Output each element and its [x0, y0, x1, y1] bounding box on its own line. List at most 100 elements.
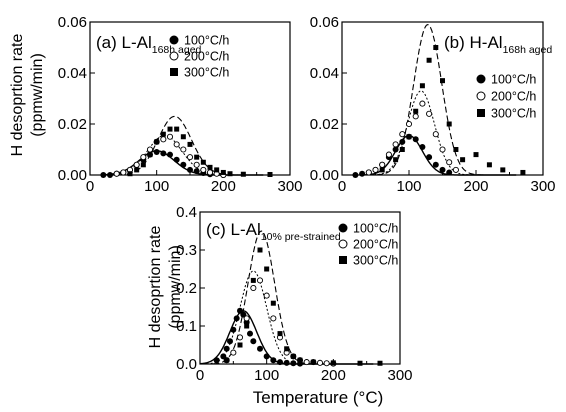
data-point: [187, 166, 193, 173]
x-tick-label: 300: [530, 178, 555, 195]
legend-label: 100°C/h: [184, 34, 229, 48]
y-axis-label-bottom-line1: H desoprtion rate: [147, 226, 164, 349]
data-point: [277, 359, 283, 366]
data-point: [352, 172, 359, 178]
data-point: [160, 150, 167, 157]
data-point: [520, 169, 526, 175]
y-tick-label: 0.2: [176, 280, 197, 297]
data-point: [207, 164, 213, 170]
data-point: [256, 277, 264, 284]
data-point: [277, 331, 283, 337]
data-point: [439, 166, 446, 173]
data-point: [433, 45, 439, 50]
data-point: [452, 166, 459, 173]
data-point: [160, 131, 166, 137]
data-point: [263, 292, 270, 299]
data-point: [399, 147, 405, 152]
data-point: [100, 172, 107, 178]
data-point: [230, 349, 237, 356]
data-point: [153, 149, 160, 156]
data-point: [412, 113, 419, 120]
data-point: [187, 141, 193, 147]
data-point: [166, 133, 174, 140]
panel-c: 0 100 200 300 0.0 0.1 0.2 0.3 0.4 (c) L-Al10% pre…: [176, 204, 412, 384]
y-tick-label: 0.04: [58, 65, 87, 82]
data-point: [247, 330, 253, 337]
y-tick-label: 0.06: [58, 14, 87, 31]
data-point: [310, 359, 316, 365]
data-point: [303, 359, 310, 366]
y-tick-label: 0.02: [58, 116, 87, 133]
data-point: [500, 167, 506, 173]
data-point: [330, 360, 336, 366]
data-point: [147, 152, 153, 158]
y-tick-label: 0.3: [176, 242, 197, 259]
data-point: [133, 161, 140, 168]
x-tick-label: 300: [277, 178, 302, 195]
data-point: [426, 110, 433, 117]
y-tick-label: 0.06: [310, 14, 339, 31]
data-point: [180, 146, 187, 153]
data-point: [270, 315, 277, 322]
legend-label: 300°C/h: [184, 66, 229, 80]
data-point: [167, 126, 173, 132]
data-point: [372, 166, 379, 173]
data-point: [224, 357, 230, 363]
x-tick-label: 200: [321, 367, 346, 384]
legend-marker: [169, 35, 179, 45]
y-axis-label-top-line1: H desoprtion rate: [9, 34, 26, 157]
data-point: [220, 169, 226, 175]
legend-label: 200°C/h: [491, 90, 536, 104]
legend-marker: [476, 91, 486, 101]
y-tick-label: 0.4: [176, 204, 197, 221]
x-tick-label: 0: [86, 178, 94, 195]
data-point: [270, 357, 277, 364]
x-axis-label: Temperature (°C): [253, 388, 384, 407]
data-point: [174, 126, 180, 132]
x-tick-label: 300: [387, 367, 412, 384]
data-point: [244, 323, 250, 329]
data-point: [243, 315, 250, 322]
data-point: [412, 136, 419, 143]
y-axis-label-bottom-line2: (ppmw/min): [167, 245, 184, 329]
x-tick-label: 0: [196, 367, 204, 384]
y-tick-label: 0.1: [176, 318, 197, 335]
data-point: [236, 334, 244, 341]
data-point: [154, 139, 160, 145]
panel-label-c: (c) L-Al10% pre-strained: [206, 220, 341, 243]
legend-label: 200°C/h: [184, 50, 229, 64]
data-point: [290, 360, 297, 367]
data-point: [107, 172, 113, 178]
data-point: [440, 78, 445, 84]
data-point: [316, 359, 324, 366]
data-point: [113, 170, 120, 177]
data-point: [432, 161, 439, 168]
data-point: [377, 360, 383, 366]
data-point: [140, 154, 147, 161]
y-tick-label: 0.00: [58, 167, 87, 184]
data-point: [194, 154, 200, 160]
data-point: [419, 100, 426, 107]
data-point: [426, 154, 433, 161]
data-point: [257, 247, 263, 253]
legend-label: 300°C/h: [491, 107, 536, 121]
data-point: [393, 157, 399, 163]
data-point: [263, 353, 270, 360]
data-point: [223, 345, 230, 352]
data-point: [146, 146, 154, 153]
data-point: [297, 357, 303, 363]
data-point: [233, 315, 240, 322]
data-point: [167, 151, 173, 158]
data-point: [267, 171, 273, 177]
data-point: [214, 167, 220, 173]
legend-label: 100°C/h: [353, 222, 398, 236]
data-point: [227, 338, 233, 345]
data-point: [379, 161, 386, 168]
data-point: [200, 159, 206, 165]
data-point: [405, 120, 413, 128]
data-point: [399, 138, 406, 145]
data-point: [392, 141, 399, 148]
x-tick-label: 100: [396, 178, 421, 195]
data-point: [392, 146, 399, 153]
